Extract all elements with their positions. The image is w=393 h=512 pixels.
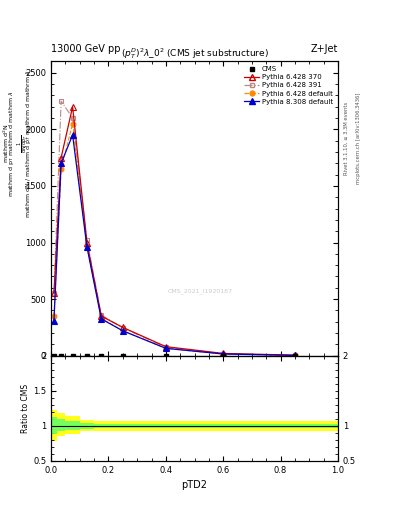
Text: CMS_2021_I1920187: CMS_2021_I1920187 bbox=[168, 288, 233, 294]
Y-axis label: Ratio to CMS: Ratio to CMS bbox=[21, 383, 30, 433]
Title: $(p_T^D)^2\lambda\_0^2$ (CMS jet substructure): $(p_T^D)^2\lambda\_0^2$ (CMS jet substru… bbox=[121, 47, 268, 61]
Text: $\frac{1}{\mathrm{d}N/\mathrm{d}p_T}$: $\frac{1}{\mathrm{d}N/\mathrm{d}p_T}$ bbox=[16, 134, 31, 153]
Text: Z+Jet: Z+Jet bbox=[310, 44, 338, 54]
X-axis label: pTD2: pTD2 bbox=[182, 480, 208, 490]
Legend: CMS, Pythia 6.428 370, Pythia 6.428 391, Pythia 6.428 default, Pythia 8.308 defa: CMS, Pythia 6.428 370, Pythia 6.428 391,… bbox=[242, 65, 334, 106]
Text: 13000 GeV pp: 13000 GeV pp bbox=[51, 44, 121, 54]
Text: Rivet 3.1.10, ≥ 3.3M events: Rivet 3.1.10, ≥ 3.3M events bbox=[344, 101, 349, 175]
Text: mcplots.cern.ch [arXiv:1306.3436]: mcplots.cern.ch [arXiv:1306.3436] bbox=[356, 93, 361, 184]
Text: mathrm d p$_\mathrm{T}$ mathrm d mathrm $\lambda$: mathrm d p$_\mathrm{T}$ mathrm d mathrm … bbox=[7, 90, 16, 197]
Text: mathrm dN / mathrm d p$_T$ mathrm d mathrm $\lambda$: mathrm dN / mathrm d p$_T$ mathrm d math… bbox=[24, 69, 33, 218]
Text: mathrm d$^2$N: mathrm d$^2$N bbox=[2, 123, 11, 163]
